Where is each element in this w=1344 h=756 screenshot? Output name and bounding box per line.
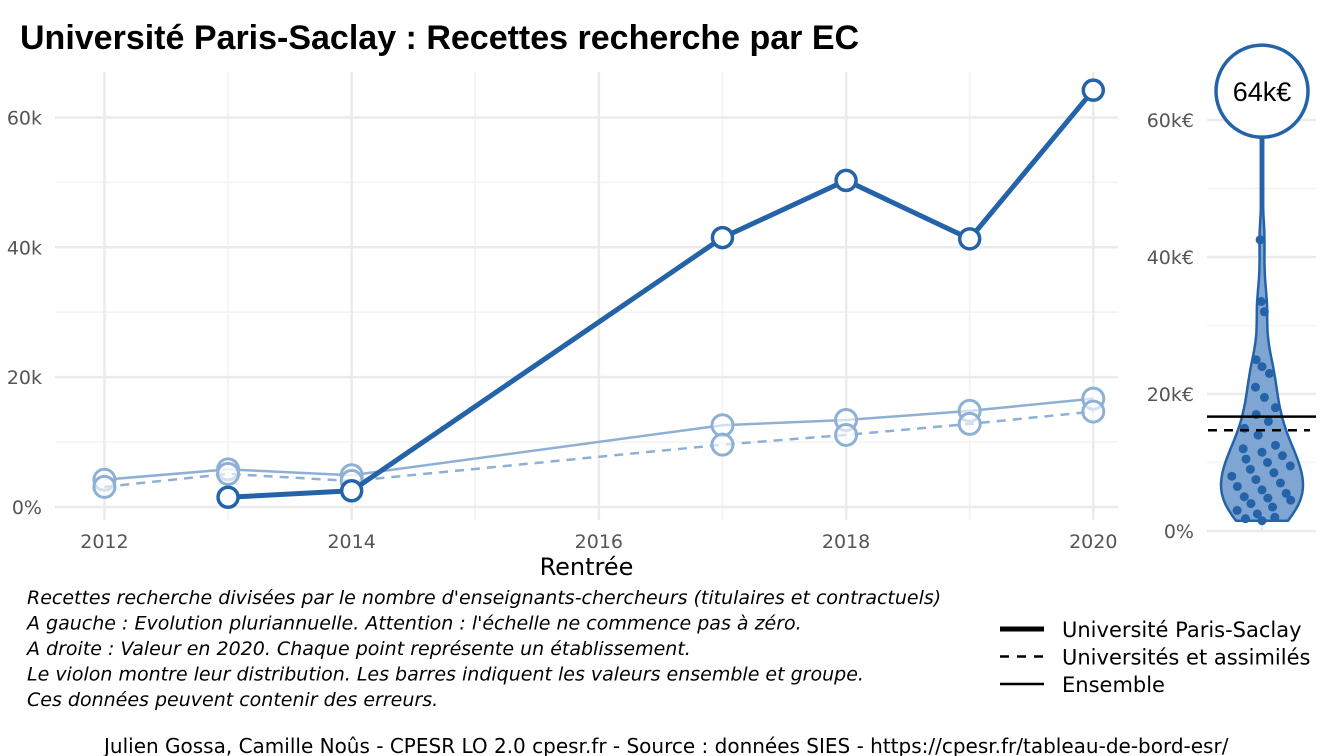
y-tick-label: 60k [7, 107, 42, 129]
series-line [227, 88, 1096, 500]
establishment-point [1275, 478, 1285, 488]
establishment-point [1263, 493, 1273, 503]
establishment-point [1227, 471, 1237, 481]
establishment-point [1251, 475, 1261, 485]
violin-chart-panel: 0% 20k€ 40k€ 60k€ 64k€ [1147, 43, 1316, 543]
establishment-point [1239, 492, 1249, 502]
data-point [216, 461, 241, 486]
establishment-point [1257, 362, 1267, 372]
data-point [1081, 78, 1106, 102]
y-tick-label: 0% [1164, 521, 1194, 543]
legend-label: Ensemble [1062, 673, 1165, 697]
chart-legend: Université Paris-Saclay Universités et as… [1000, 618, 1310, 697]
establishment-point [1259, 307, 1269, 317]
establishment-point [1270, 512, 1280, 522]
highlight-value-label: 64k€ [1233, 77, 1292, 107]
establishment-point [1240, 514, 1250, 524]
note-line: A droite : Valeur en 2020. Chaque point … [25, 638, 691, 660]
note-line: Recettes recherche divisées par le nombr… [27, 587, 941, 609]
y-tick-label: 0% [12, 497, 42, 519]
data-point [834, 168, 858, 193]
note-line: A gauche : Evolution pluriannuelle. Atte… [25, 613, 802, 635]
establishment-point [1232, 505, 1242, 515]
establishment-point [1246, 499, 1256, 509]
establishment-point [1255, 235, 1265, 245]
y-tick-label: 40k€ [1147, 247, 1194, 269]
legend-label: Universités et assimilés [1062, 646, 1310, 670]
establishment-point [1238, 444, 1248, 454]
data-point [834, 422, 859, 447]
legend-label: Université Paris-Saclay [1062, 618, 1302, 642]
establishment-point [1253, 430, 1263, 440]
establishment-point [1257, 485, 1267, 495]
data-point [1081, 399, 1106, 424]
establishment-point [1264, 368, 1274, 378]
establishment-point [1251, 355, 1261, 365]
line-chart-panel: 0% 20k 40k 60k 2012 2014 2016 2018 2020 Rentrée [7, 72, 1118, 581]
y-tick-label: 20k€ [1147, 384, 1194, 406]
x-axis-title: Rentrée [540, 553, 634, 581]
data-point [710, 413, 735, 438]
establishment-point [1270, 403, 1280, 413]
establishment-point [1241, 454, 1251, 464]
chart-caption: Julien Gossa, Camille Noûs - CPESR LO 2.… [102, 734, 1229, 756]
x-tick-label: 2020 [1069, 531, 1117, 553]
establishment-point [1257, 447, 1267, 457]
establishment-point [1256, 297, 1266, 306]
establishment-point [1252, 509, 1262, 519]
establishment-point [1270, 440, 1280, 450]
chart-notes: Recettes recherche divisées par le nombr… [25, 587, 941, 711]
establishment-point [1268, 502, 1278, 512]
data-point [92, 474, 117, 499]
establishment-point [1232, 481, 1242, 491]
chart-title: Université Paris-Saclay : Recettes reche… [20, 19, 859, 57]
note-line: Le violon montre leur distribution. Les … [27, 664, 864, 686]
data-point [216, 485, 240, 510]
data-point [710, 432, 735, 457]
y-tick-label: 60k€ [1147, 110, 1194, 132]
establishment-point [1281, 488, 1291, 498]
establishment-point [1269, 468, 1279, 478]
data-point [710, 225, 735, 250]
establishment-point [1263, 457, 1273, 467]
highlight-bubble [1214, 43, 1310, 139]
establishment-point [1245, 464, 1255, 474]
x-tick-label: 2016 [575, 531, 623, 553]
establishment-point [1277, 451, 1287, 461]
establishment-point [1285, 461, 1295, 471]
y-tick-label: 40k [7, 237, 42, 259]
y-tick-label: 20k [7, 367, 42, 389]
establishment-point [1250, 382, 1260, 392]
x-tick-label: 2012 [80, 531, 128, 553]
establishment-point [1259, 392, 1269, 402]
note-line: Ces données peuvent contenir des erreurs… [27, 689, 438, 711]
data-point [339, 479, 364, 503]
x-tick-label: 2014 [327, 531, 375, 553]
establishment-point [1286, 495, 1296, 505]
data-point [957, 227, 982, 251]
establishment-point [1257, 516, 1267, 526]
x-tick-label: 2018 [822, 531, 870, 553]
establishment-point [1263, 416, 1273, 426]
data-point [957, 411, 982, 436]
